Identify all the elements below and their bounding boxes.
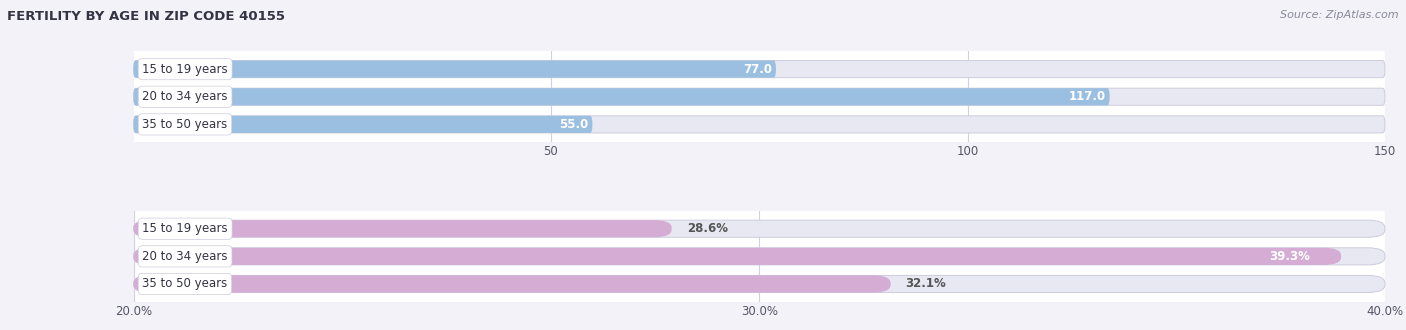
FancyBboxPatch shape <box>134 88 1385 105</box>
FancyBboxPatch shape <box>134 248 1341 265</box>
Text: FERTILITY BY AGE IN ZIP CODE 40155: FERTILITY BY AGE IN ZIP CODE 40155 <box>7 10 285 23</box>
Text: 77.0: 77.0 <box>742 63 772 76</box>
Text: 117.0: 117.0 <box>1069 90 1105 103</box>
FancyBboxPatch shape <box>134 276 890 293</box>
Text: 15 to 19 years: 15 to 19 years <box>142 222 228 235</box>
FancyBboxPatch shape <box>134 220 1385 237</box>
FancyBboxPatch shape <box>134 88 1109 105</box>
FancyBboxPatch shape <box>134 220 672 237</box>
FancyBboxPatch shape <box>134 248 1385 265</box>
Text: 35 to 50 years: 35 to 50 years <box>142 278 228 290</box>
Text: 39.3%: 39.3% <box>1270 250 1310 263</box>
FancyBboxPatch shape <box>134 276 1385 293</box>
FancyBboxPatch shape <box>134 116 1385 133</box>
Text: Source: ZipAtlas.com: Source: ZipAtlas.com <box>1281 10 1399 20</box>
Text: 20 to 34 years: 20 to 34 years <box>142 250 228 263</box>
Text: 20 to 34 years: 20 to 34 years <box>142 90 228 103</box>
Text: 28.6%: 28.6% <box>686 222 728 235</box>
Text: 55.0: 55.0 <box>560 118 588 131</box>
Text: 15 to 19 years: 15 to 19 years <box>142 63 228 76</box>
Text: 32.1%: 32.1% <box>905 278 946 290</box>
FancyBboxPatch shape <box>134 60 776 78</box>
FancyBboxPatch shape <box>134 60 1385 78</box>
Text: 35 to 50 years: 35 to 50 years <box>142 118 228 131</box>
FancyBboxPatch shape <box>134 116 592 133</box>
